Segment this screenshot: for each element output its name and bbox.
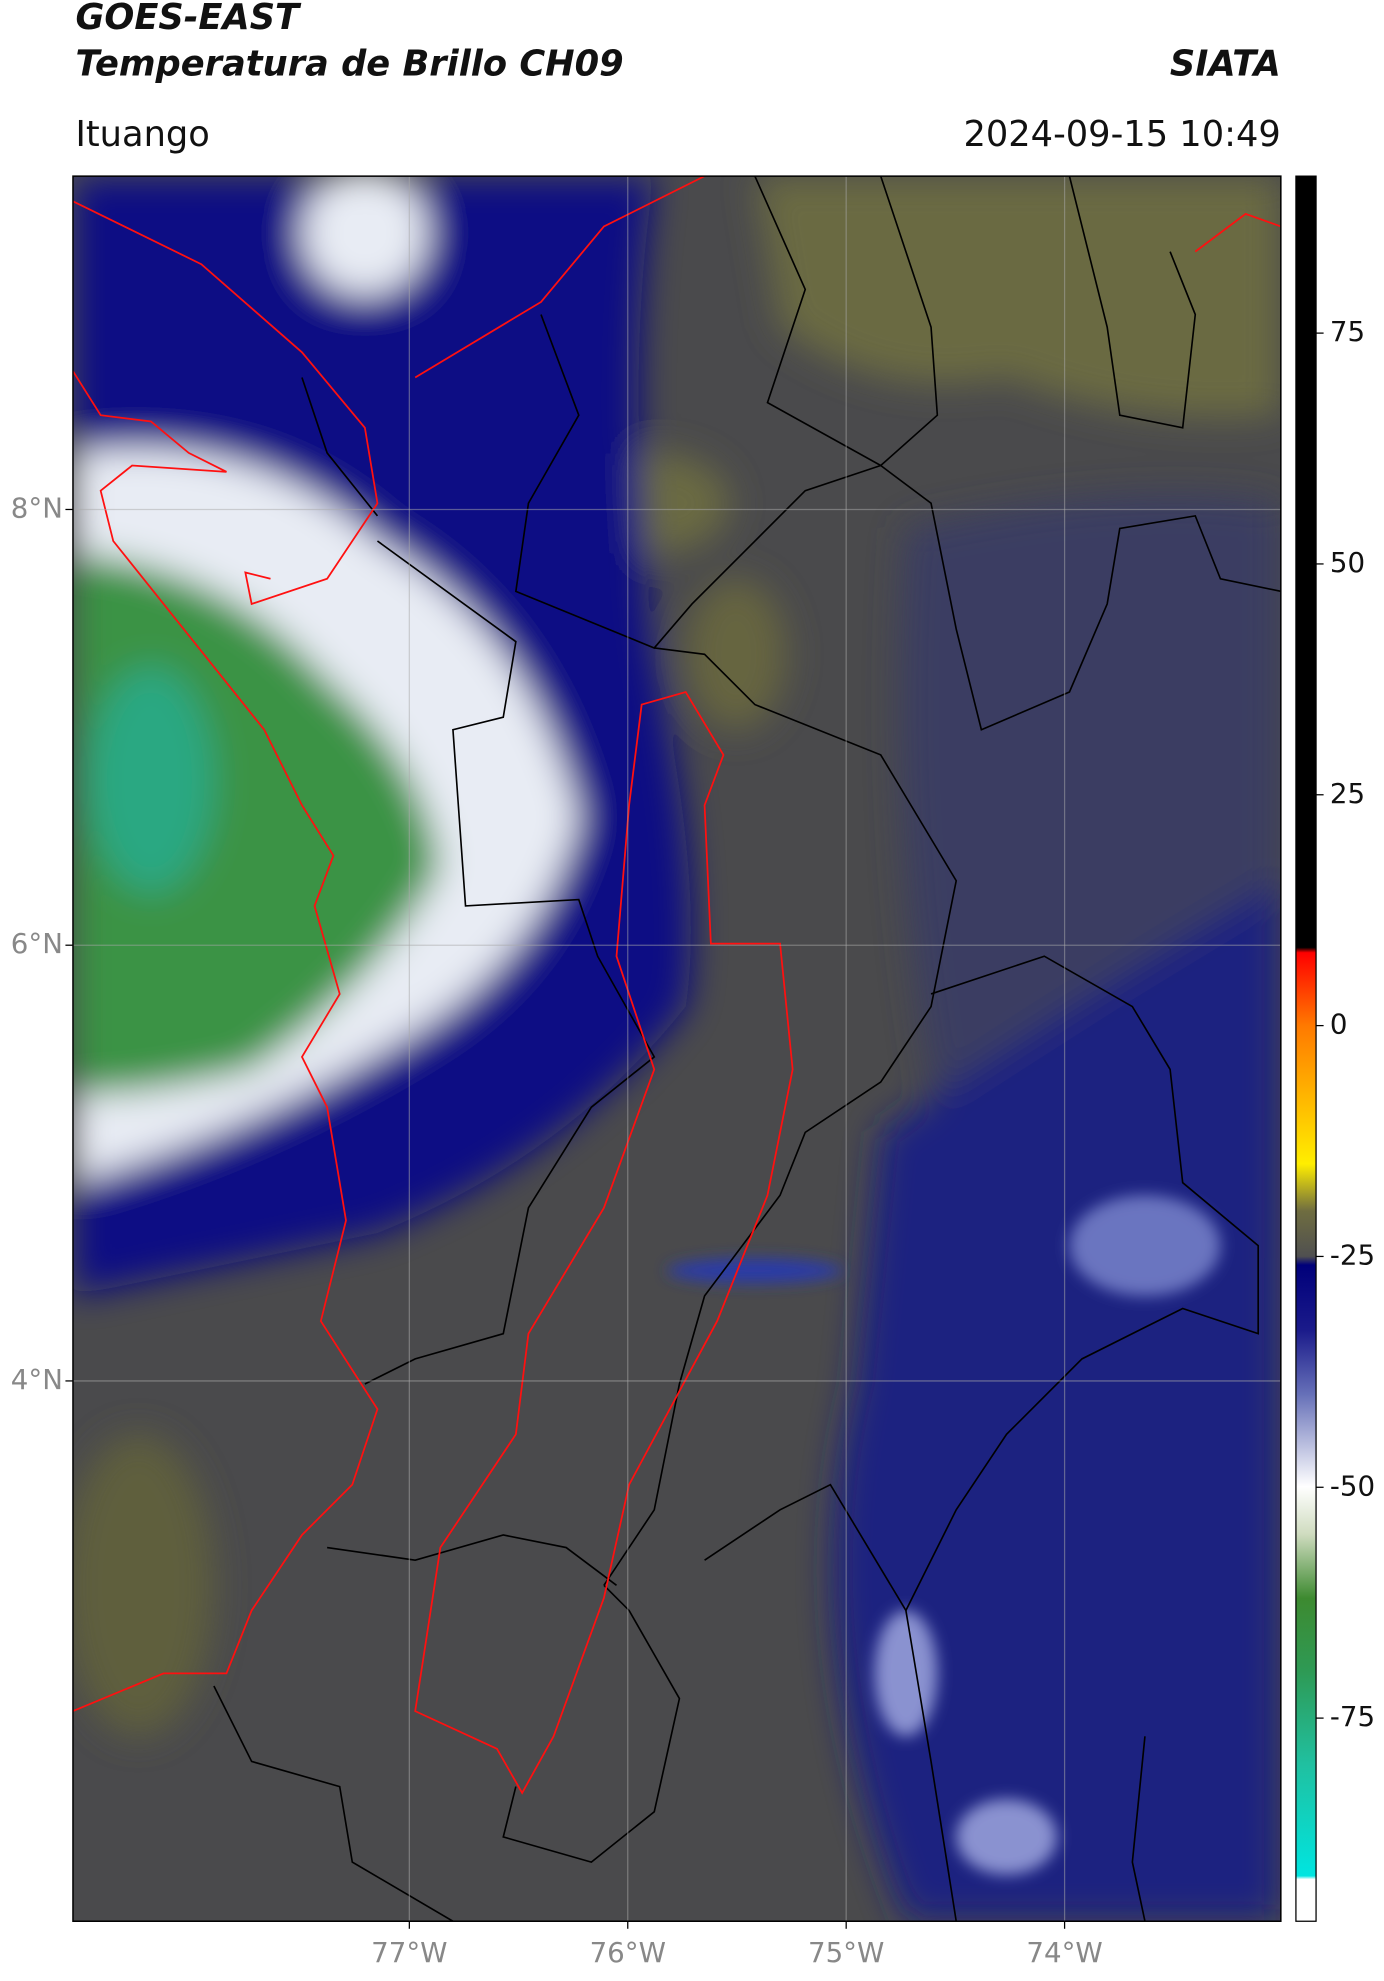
location: Ituango	[75, 114, 209, 155]
x-tick-label: 74°W	[1026, 1936, 1102, 1969]
source: SIATA	[1170, 43, 1281, 84]
subtitle: Temperatura de Brillo CH09	[75, 43, 623, 84]
x-tick-label: 75°W	[808, 1936, 884, 1969]
colorbar-tick-label: 0	[1330, 1008, 1348, 1041]
x-tick-label: 77°W	[371, 1936, 447, 1969]
colorbar-tick-label: 50	[1330, 546, 1365, 579]
y-tick-label: 8°N	[11, 491, 63, 524]
y-tick-label: 6°N	[11, 927, 63, 960]
colorbar-tick-label: 25	[1330, 777, 1365, 810]
colorbar-tick-label: -75	[1330, 1700, 1375, 1733]
map-frame	[72, 175, 1282, 1922]
y-tick-label: 4°N	[11, 1363, 63, 1396]
x-tick-label: 76°W	[590, 1936, 666, 1969]
satellite-image	[72, 176, 1281, 1922]
colorbar-tick-label: -50	[1330, 1469, 1375, 1502]
colorbar-tick-label: 75	[1330, 315, 1365, 348]
colorbar	[1295, 175, 1317, 1922]
colorbar-tick-label: -25	[1330, 1238, 1375, 1271]
timestamp: 2024-09-15 10:49	[963, 114, 1280, 155]
title: GOES-EAST	[75, 0, 302, 38]
gridlines	[72, 176, 1281, 1922]
